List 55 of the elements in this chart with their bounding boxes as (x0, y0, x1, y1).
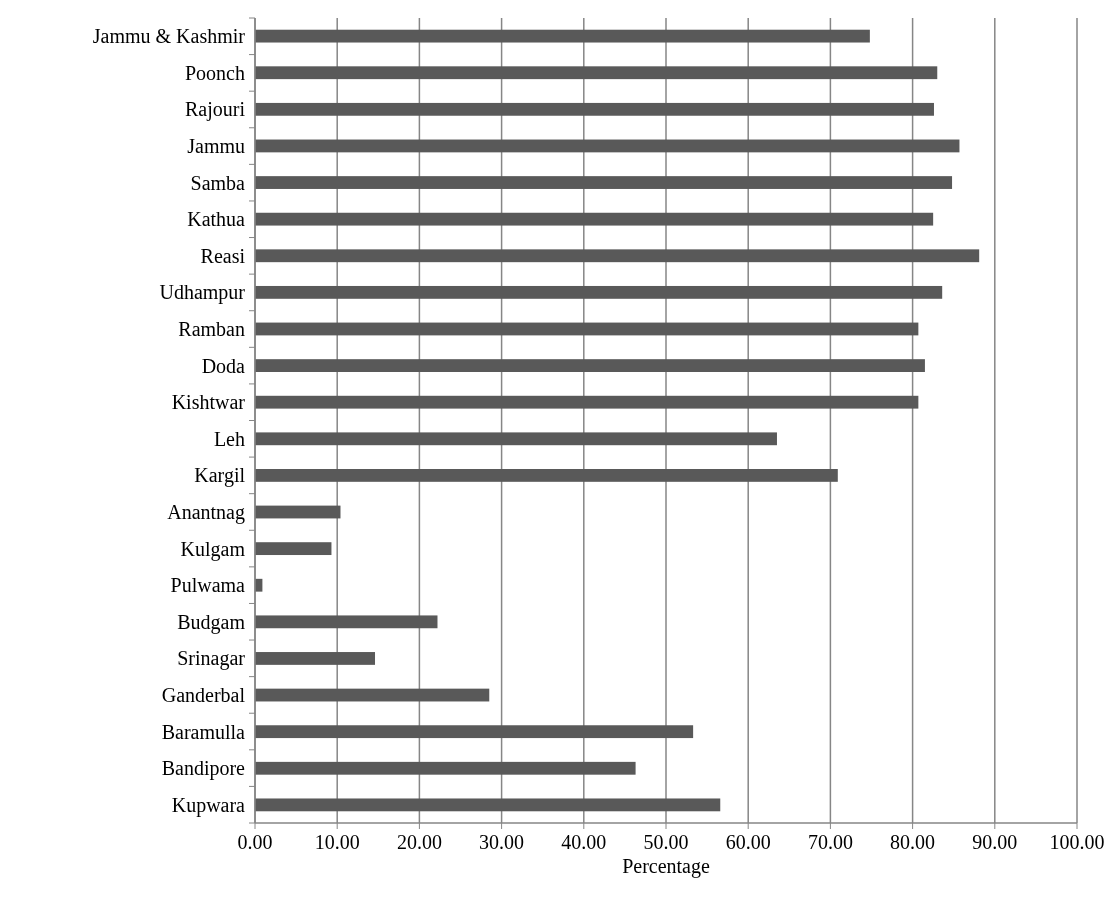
bar (255, 359, 925, 372)
bar (255, 432, 777, 446)
x-tick-label: 60.00 (725, 831, 771, 853)
bar (255, 542, 332, 556)
y-tick-label: Reasi (200, 244, 246, 267)
y-tick-label: Anantnag (167, 501, 245, 525)
y-tick-label: Kishtwar (171, 391, 246, 414)
x-tick-label: 10.00 (314, 831, 360, 853)
y-tick-label: Kargil (194, 464, 246, 488)
y-tick-label: Baramulla (161, 720, 246, 743)
y-tick-label: Ganderbal (161, 684, 246, 707)
bar (255, 139, 960, 153)
y-tick-label: Samba (190, 171, 246, 194)
bar (255, 212, 934, 226)
x-tick-label: 0.00 (237, 831, 273, 853)
x-tick-label: 100.00 (1049, 831, 1105, 853)
y-tick-label: Doda (201, 354, 246, 377)
bar (255, 176, 953, 189)
y-tick-label: Jammu & Kashmir (92, 25, 246, 48)
bar (255, 66, 938, 80)
x-tick-label: 70.00 (807, 831, 853, 853)
bar (255, 249, 980, 263)
x-tick-label: 30.00 (479, 831, 525, 853)
x-tick-label: 20.00 (396, 831, 442, 853)
x-tick-label: 90.00 (972, 831, 1018, 853)
bar (255, 505, 341, 519)
bar (255, 29, 870, 43)
y-tick-label: Leh (213, 427, 245, 450)
bar (255, 725, 694, 739)
bar (255, 652, 376, 665)
bar (255, 469, 838, 482)
y-tick-label: Poonch (185, 61, 245, 84)
bar (255, 688, 490, 702)
x-tick-label: 40.00 (561, 831, 607, 853)
bar (255, 102, 934, 116)
bar (255, 395, 919, 409)
bar (255, 322, 919, 336)
y-tick-label: Kulgam (180, 537, 246, 561)
y-tick-label: Udhampur (159, 281, 246, 305)
y-tick-label: Kathua (187, 208, 246, 231)
y-tick-label: Kupwara (171, 793, 246, 817)
y-tick-label: Jammu (187, 134, 245, 157)
y-tick-label: Rajouri (185, 98, 246, 122)
x-tick-label: 80.00 (890, 831, 936, 853)
y-tick-label: Pulwama (170, 574, 246, 597)
y-tick-label: Budgam (177, 610, 246, 634)
bar (255, 798, 721, 812)
y-tick-label: Bandipore (161, 757, 246, 781)
x-axis-title: Percentage (622, 855, 710, 878)
x-tick-label: 50.00 (643, 831, 689, 853)
bar (255, 761, 636, 775)
y-tick-label: Srinagar (177, 647, 246, 671)
y-tick-label: Ramban (178, 317, 245, 340)
bar (255, 285, 943, 299)
bar (255, 615, 438, 629)
